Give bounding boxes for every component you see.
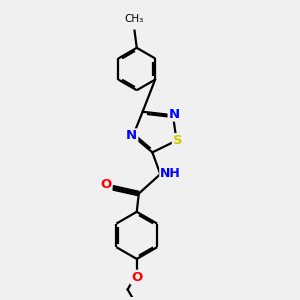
- Text: S: S: [173, 134, 182, 147]
- Text: N: N: [169, 108, 180, 121]
- Text: O: O: [100, 178, 112, 191]
- Text: CH₃: CH₃: [125, 14, 144, 24]
- Text: NH: NH: [160, 167, 181, 180]
- Text: N: N: [126, 129, 137, 142]
- Text: O: O: [131, 271, 142, 284]
